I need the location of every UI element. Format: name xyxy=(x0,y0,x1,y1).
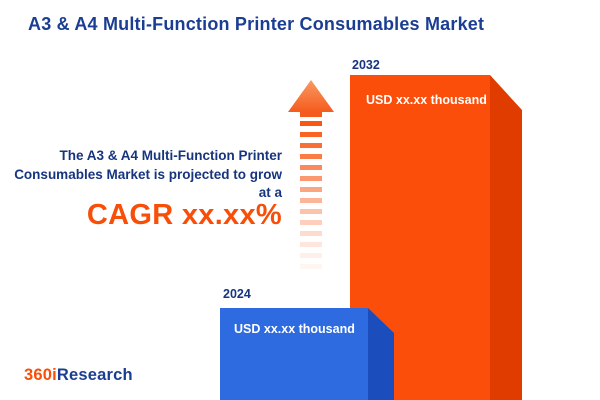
bar-2024-value-label: USD xx.xx thousand xyxy=(234,322,355,336)
bar-2024-front xyxy=(220,308,368,400)
bar-2032-value-label: USD xx.xx thousand xyxy=(366,93,487,107)
bar-2024-year-label: 2024 xyxy=(223,287,251,301)
bar-2032-year-label: 2032 xyxy=(352,58,380,72)
bar-2032-side xyxy=(490,75,522,400)
cagr-text: CAGR xx.xx% xyxy=(86,199,282,231)
logo-research: Research xyxy=(56,366,133,384)
bar-2024 xyxy=(220,308,394,400)
projection-text: The A3 & A4 Multi-Function Printer Consu… xyxy=(14,148,282,201)
page-title: A3 & A4 Multi-Function Printer Consumabl… xyxy=(28,14,485,34)
logo-360i: 360i xyxy=(24,366,57,384)
growth-arrow-icon xyxy=(288,80,334,269)
bar-2024-side xyxy=(368,308,394,400)
logo: 360iResearch xyxy=(24,366,133,385)
